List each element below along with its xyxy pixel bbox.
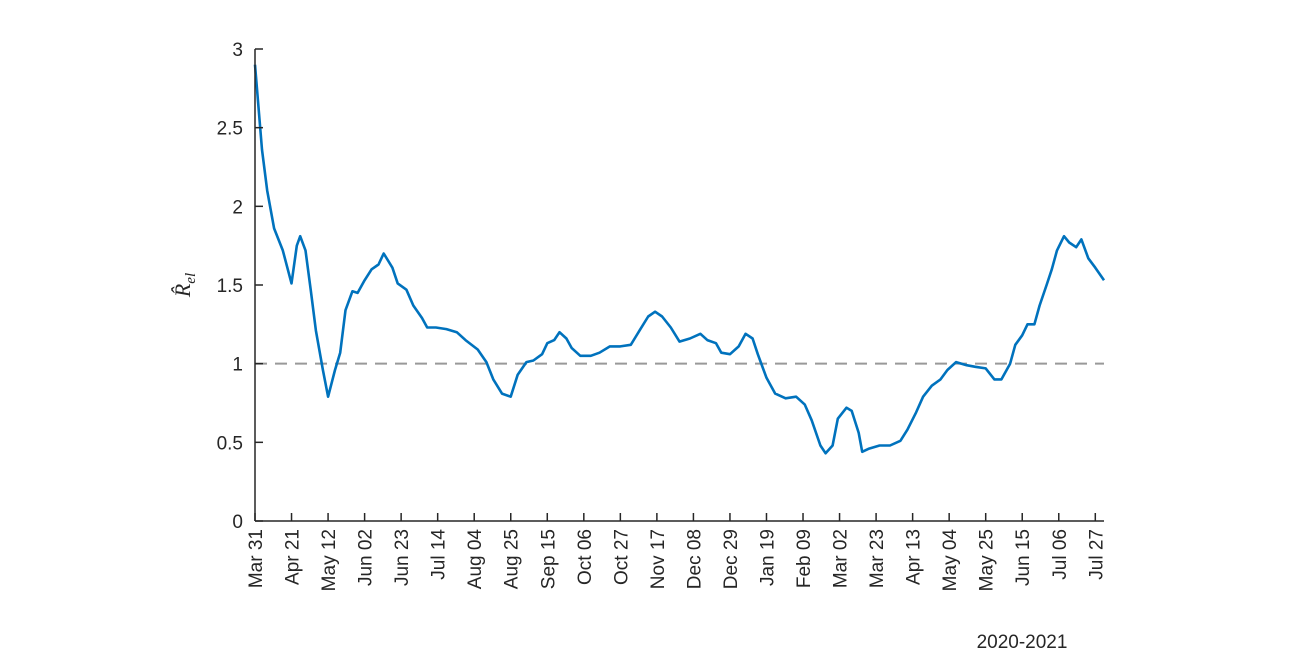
x-axis-label: 2020-2021 <box>977 632 1068 653</box>
x-tick-label: Apr 13 <box>904 529 925 585</box>
y-tick-label: 2.5 <box>217 119 243 140</box>
x-tick-label: Dec 08 <box>684 529 705 589</box>
x-tick-label: May 25 <box>977 529 998 591</box>
y-axis-label-sub: el <box>183 273 199 284</box>
x-tick-label: Aug 04 <box>465 529 486 590</box>
x-tick-label: Jul 14 <box>429 529 450 580</box>
x-tick-label: Nov 17 <box>648 529 669 589</box>
x-tick-label: Jun 23 <box>392 529 413 586</box>
x-tick-label: Oct 27 <box>611 529 632 585</box>
x-tick-label: Dec 29 <box>721 529 742 589</box>
data-line <box>253 64 1106 455</box>
x-tick-label: Sep 15 <box>538 529 559 589</box>
y-tick-label: 1 <box>232 355 243 376</box>
x-tick-label: Apr 21 <box>283 529 304 585</box>
x-tick-label: Jun 02 <box>356 529 377 586</box>
y-tick-label: 3 <box>232 40 243 61</box>
x-tick-label: Jul 06 <box>1050 529 1071 580</box>
x-tick-label: Jan 19 <box>757 529 778 586</box>
x-tick-label: Mar 31 <box>246 529 267 588</box>
x-tick-label: Mar 23 <box>867 529 888 588</box>
x-tick-label: Mar 02 <box>831 529 852 588</box>
y-tick-label: 0 <box>232 512 243 533</box>
x-tick-label: Feb 09 <box>794 529 815 588</box>
x-tick-label: Aug 25 <box>502 529 523 589</box>
y-tick-label: 1.5 <box>217 276 243 297</box>
x-tick-label: Jun 15 <box>1013 529 1034 586</box>
x-tick-label: May 04 <box>940 529 961 592</box>
y-axis-label: R̂el <box>170 273 199 298</box>
y-tick-label: 0.5 <box>217 433 243 454</box>
x-tick-label: Jul 27 <box>1086 529 1107 580</box>
x-tick-label: Oct 06 <box>575 529 596 585</box>
x-tick-label: May 12 <box>319 529 340 591</box>
y-axis-label-main: R̂ <box>170 283 195 298</box>
y-tick-label: 2 <box>232 197 243 218</box>
